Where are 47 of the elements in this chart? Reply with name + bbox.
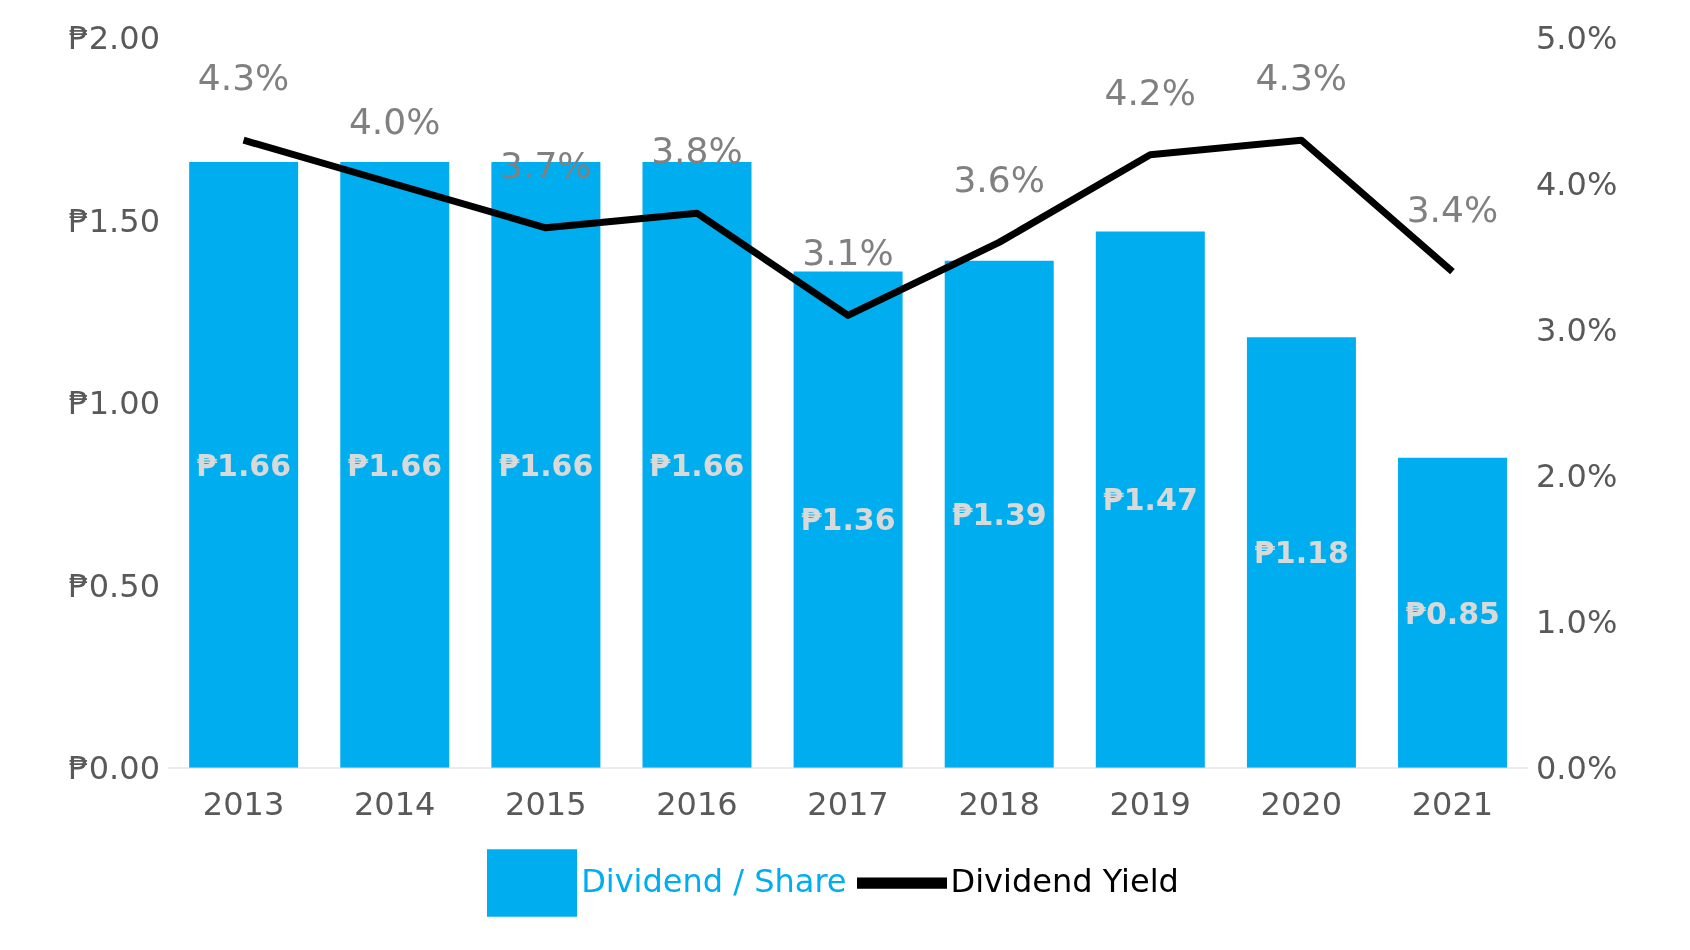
data-label: ₱1.66 xyxy=(498,447,594,483)
y2-tick-label: 5.0% xyxy=(1536,19,1618,58)
y2-tick-label: 2.0% xyxy=(1536,457,1618,496)
y2-tick-label: 4.0% xyxy=(1536,165,1618,204)
y2-tick-label: 3.0% xyxy=(1536,311,1618,350)
data-label: 4.3% xyxy=(197,57,290,99)
data-label: ₱1.36 xyxy=(800,502,896,538)
bar xyxy=(944,260,1054,768)
x-tick-label: 2018 xyxy=(958,784,1040,823)
y2-tick-label: 0.0% xyxy=(1536,749,1618,788)
bar xyxy=(642,162,752,768)
bar xyxy=(340,162,450,768)
data-label: 4.2% xyxy=(1104,71,1196,113)
x-tick-label: 2021 xyxy=(1411,784,1494,823)
x-tick-label: 2013 xyxy=(202,784,285,823)
legend-label: Dividend Yield xyxy=(950,862,1179,900)
data-label: ₱1.39 xyxy=(951,496,1047,532)
data-label: ₱0.85 xyxy=(1405,595,1500,631)
data-label: 3.4% xyxy=(1406,188,1499,230)
x-tick-label: 2017 xyxy=(807,784,889,823)
data-label: 4.3% xyxy=(1255,57,1348,99)
data-label: ₱1.66 xyxy=(196,447,292,483)
x-tick-label: 2020 xyxy=(1260,784,1343,823)
data-label: 3.8% xyxy=(651,130,743,172)
y-tick-label: ₱0.00 xyxy=(68,749,160,788)
x-tick-label: 2015 xyxy=(505,784,587,823)
bar xyxy=(1398,457,1508,768)
legend-label: Dividend / Share xyxy=(581,862,847,900)
y2-tick-label: 1.0% xyxy=(1536,603,1618,642)
x-tick-label: 2019 xyxy=(1109,784,1191,823)
data-label: ₱1.66 xyxy=(649,447,745,483)
data-label: 3.6% xyxy=(953,159,1045,201)
data-label: ₱1.47 xyxy=(1102,482,1198,518)
data-label: 3.1% xyxy=(802,232,894,274)
y-tick-label: ₱1.50 xyxy=(68,201,160,240)
bar xyxy=(1095,231,1205,768)
data-label: 4.0% xyxy=(348,101,441,142)
y-tick-label: ₱2.00 xyxy=(68,19,160,58)
bar xyxy=(793,271,903,768)
x-tick-label: 2016 xyxy=(656,784,738,823)
y-tick-label: ₱0.50 xyxy=(68,566,160,605)
x-tick-label: 2014 xyxy=(353,784,436,823)
bar xyxy=(189,162,299,768)
data-label: ₱1.18 xyxy=(1253,535,1349,571)
data-label: ₱1.66 xyxy=(347,447,443,483)
bar xyxy=(1246,337,1356,768)
y-tick-label: ₱1.00 xyxy=(68,384,160,423)
